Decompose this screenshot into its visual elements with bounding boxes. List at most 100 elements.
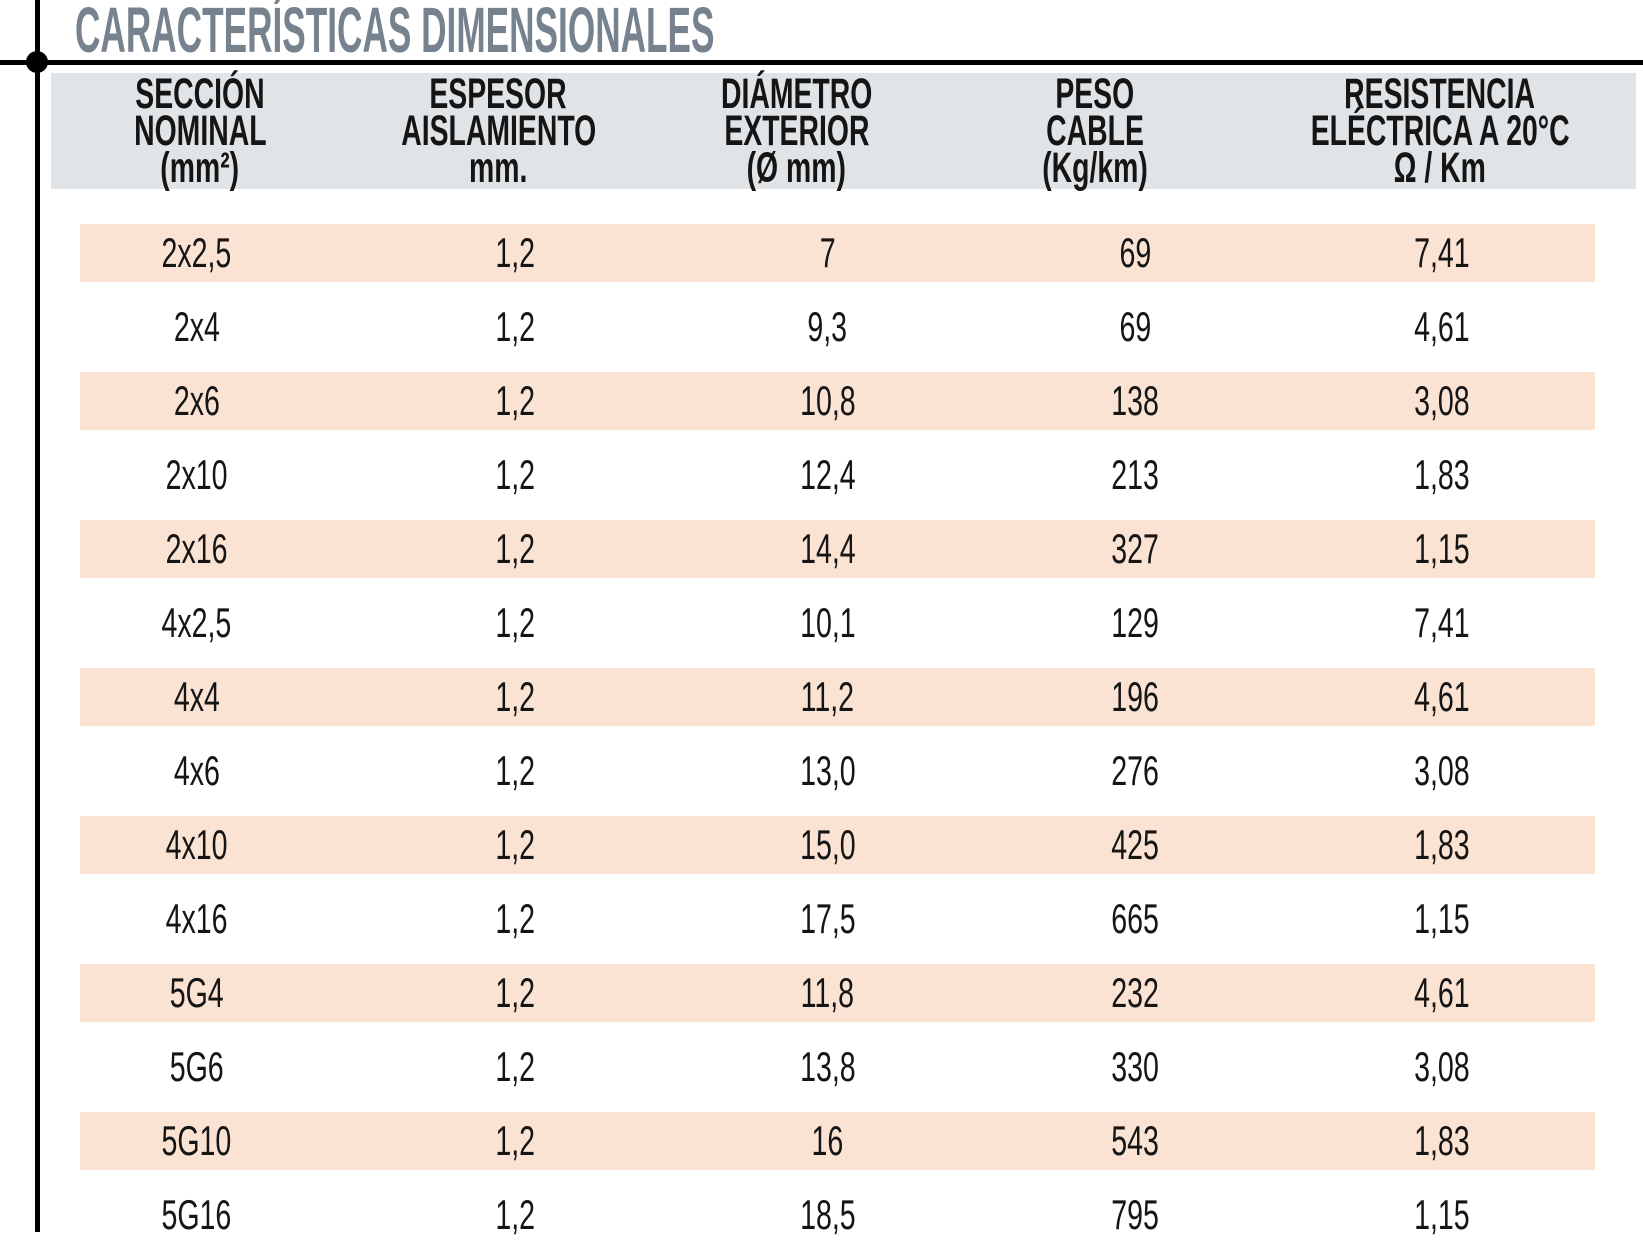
header-cell-diametro-exterior: DIÁMETRO EXTERIOR (Ø mm) bbox=[647, 72, 945, 192]
cell-value: 232 bbox=[1111, 969, 1159, 1016]
table-row: 4x4 1,2 11,2 196 4,61 bbox=[80, 668, 1595, 726]
table-row: 4x6 1,2 13,0 276 3,08 bbox=[80, 742, 1595, 800]
cell-value: 196 bbox=[1111, 673, 1159, 720]
table-cell: 1,2 bbox=[356, 969, 674, 1017]
table-cell: 330 bbox=[981, 1043, 1289, 1091]
table-cell: 7,41 bbox=[1289, 229, 1595, 277]
horizontal-rule bbox=[0, 60, 1643, 65]
table-cell: 3,08 bbox=[1289, 1043, 1595, 1091]
table-cell: 665 bbox=[981, 895, 1289, 943]
table-cell: 5G16 bbox=[80, 1191, 356, 1239]
header-line: ELÉCTRICA A 20°C bbox=[1310, 106, 1570, 155]
cell-value: 1,2 bbox=[494, 1117, 535, 1164]
cell-value: 1,2 bbox=[494, 303, 535, 350]
table-header: SECCIÓN NOMINAL (mm²) ESPESOR AISLAMIENT… bbox=[51, 69, 1636, 192]
table-cell: 69 bbox=[981, 229, 1289, 277]
table-rows: 2x2,5 1,2 7 69 7,41 2x4 1,2 9,3 69 4,61 2x6 1,2 10,8… bbox=[80, 224, 1595, 1260]
table-cell: 1,2 bbox=[356, 525, 674, 573]
table-cell: 13,0 bbox=[674, 747, 982, 795]
cell-value: 4,61 bbox=[1414, 969, 1470, 1016]
cell-value: 3,08 bbox=[1414, 1043, 1470, 1090]
table-cell: 16 bbox=[674, 1117, 982, 1165]
table-cell: 327 bbox=[981, 525, 1289, 573]
table-cell: 5G6 bbox=[80, 1043, 356, 1091]
cell-value: 1,2 bbox=[494, 229, 535, 276]
table-cell: 2x16 bbox=[80, 525, 356, 573]
cell-value: 12,4 bbox=[799, 451, 856, 498]
table-cell: 4,61 bbox=[1289, 303, 1595, 351]
table-cell: 3,08 bbox=[1289, 747, 1595, 795]
table-cell: 7 bbox=[674, 229, 982, 277]
cell-value: 13,0 bbox=[799, 747, 856, 794]
table-cell: 5G10 bbox=[80, 1117, 356, 1165]
cell-value: 14,4 bbox=[799, 525, 856, 572]
cell-value: 1,2 bbox=[494, 895, 535, 942]
header-line: AISLAMIENTO bbox=[400, 106, 596, 155]
table-cell: 10,1 bbox=[674, 599, 982, 647]
cell-value: 425 bbox=[1111, 821, 1159, 868]
cell-value: 1,2 bbox=[494, 969, 535, 1016]
table-cell: 1,15 bbox=[1289, 895, 1595, 943]
header-line: CABLE bbox=[1045, 106, 1144, 155]
header-line: SECCIÓN bbox=[135, 69, 265, 118]
cell-value: 5G10 bbox=[161, 1117, 232, 1164]
cell-value: 2x16 bbox=[165, 525, 228, 572]
cell-value: 1,2 bbox=[494, 451, 535, 498]
table-cell: 5G4 bbox=[80, 969, 356, 1017]
table-row: 4x10 1,2 15,0 425 1,83 bbox=[80, 816, 1595, 874]
header-cell-seccion-nominal: SECCIÓN NOMINAL (mm²) bbox=[51, 69, 349, 192]
table-cell: 138 bbox=[981, 377, 1289, 425]
header-line: (Ø mm) bbox=[746, 143, 847, 192]
cell-value: 1,83 bbox=[1414, 1117, 1470, 1164]
cell-value: 543 bbox=[1111, 1117, 1159, 1164]
table-cell: 14,4 bbox=[674, 525, 982, 573]
cell-value: 2x2,5 bbox=[161, 229, 232, 276]
table-cell: 1,83 bbox=[1289, 451, 1595, 499]
table-cell: 129 bbox=[981, 599, 1289, 647]
table-cell: 1,83 bbox=[1289, 1117, 1595, 1165]
cell-value: 15,0 bbox=[799, 821, 856, 868]
header-line: PESO bbox=[1055, 69, 1135, 118]
cell-value: 1,2 bbox=[494, 747, 535, 794]
cell-value: 4x16 bbox=[165, 895, 228, 942]
cell-value: 10,1 bbox=[799, 599, 856, 646]
cell-value: 69 bbox=[1119, 229, 1152, 276]
cell-value: 1,83 bbox=[1414, 821, 1470, 868]
cell-value: 4,61 bbox=[1414, 303, 1470, 350]
table-row: 5G16 1,2 18,5 795 1,15 bbox=[80, 1186, 1595, 1244]
table-cell: 9,3 bbox=[674, 303, 982, 351]
table-cell: 1,2 bbox=[356, 303, 674, 351]
cell-value: 1,15 bbox=[1414, 525, 1470, 572]
table-cell: 425 bbox=[981, 821, 1289, 869]
cell-value: 1,83 bbox=[1414, 451, 1470, 498]
table-row: 4x16 1,2 17,5 665 1,15 bbox=[80, 890, 1595, 948]
header-line: (Kg/km) bbox=[1041, 143, 1148, 192]
cell-value: 1,15 bbox=[1414, 895, 1470, 942]
cell-value: 7,41 bbox=[1414, 599, 1470, 646]
cell-value: 1,15 bbox=[1414, 1191, 1470, 1238]
table-cell: 18,5 bbox=[674, 1191, 982, 1239]
table-row: 2x4 1,2 9,3 69 4,61 bbox=[80, 298, 1595, 356]
cell-value: 1,2 bbox=[494, 673, 535, 720]
header-line: ESPESOR bbox=[429, 69, 567, 118]
table-row: 4x2,5 1,2 10,1 129 7,41 bbox=[80, 594, 1595, 652]
table-cell: 17,5 bbox=[674, 895, 982, 943]
table-cell: 11,8 bbox=[674, 969, 982, 1017]
header-line: EXTERIOR bbox=[723, 106, 869, 155]
table-cell: 1,2 bbox=[356, 229, 674, 277]
cell-value: 16 bbox=[811, 1117, 844, 1164]
table-cell: 1,2 bbox=[356, 747, 674, 795]
table-cell: 12,4 bbox=[674, 451, 982, 499]
table-cell: 15,0 bbox=[674, 821, 982, 869]
table-cell: 1,83 bbox=[1289, 821, 1595, 869]
cell-value: 1,2 bbox=[494, 1043, 535, 1090]
table-cell: 4x4 bbox=[80, 673, 356, 721]
cell-value: 327 bbox=[1111, 525, 1159, 572]
cell-value: 795 bbox=[1111, 1191, 1159, 1238]
cell-value: 5G16 bbox=[161, 1191, 232, 1238]
cell-value: 330 bbox=[1111, 1043, 1159, 1090]
table-cell: 2x6 bbox=[80, 377, 356, 425]
table-cell: 196 bbox=[981, 673, 1289, 721]
header-line: (mm²) bbox=[160, 143, 240, 192]
cell-value: 5G6 bbox=[169, 1043, 224, 1090]
